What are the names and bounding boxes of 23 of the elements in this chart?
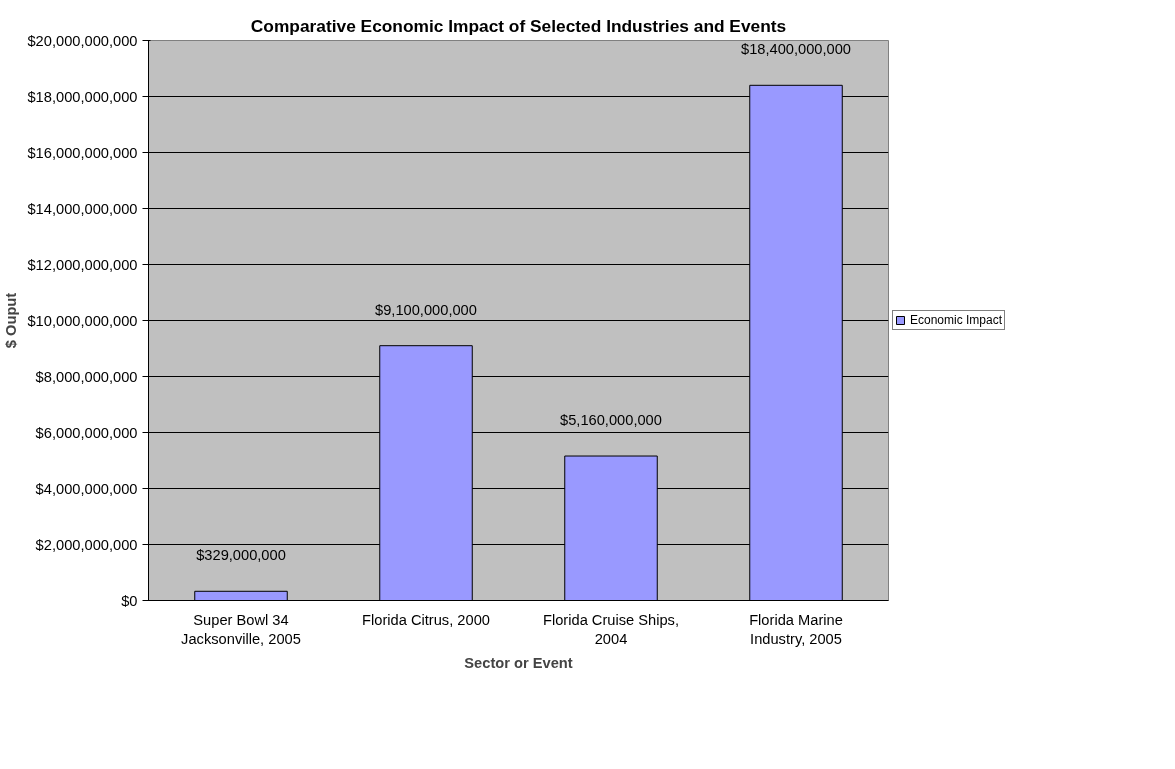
x-tick-label: Florida Citrus, 2000	[362, 611, 490, 628]
legend-label: Economic Impact	[910, 313, 1003, 327]
y-tick-label: $4,000,000,000	[35, 480, 138, 497]
chart-title: Comparative Economic Impact of Selected Industries and Events	[250, 15, 787, 36]
y-tick-label: $18,000,000,000	[27, 88, 138, 105]
y-tick-label: $14,000,000,000	[27, 200, 138, 217]
y-tick-label: $12,000,000,000	[27, 256, 138, 273]
y-tick-label: $2,000,000,000	[35, 536, 138, 553]
y-tick-label: $0	[121, 592, 138, 609]
x-axis-title: Sector or Event	[464, 654, 573, 671]
y-tick-label: $20,000,000,000	[27, 32, 138, 49]
x-tick-label: Florida Marine Industry, 2005	[749, 611, 843, 647]
y-tick-label: $6,000,000,000	[35, 424, 138, 441]
data-label: $329,000,000	[196, 547, 286, 564]
data-label: $9,100,000,000	[375, 301, 477, 318]
data-label: $5,160,000,000	[560, 412, 662, 429]
y-axis-title: $ Ouput	[3, 292, 20, 349]
data-label: $18,400,000,000	[740, 41, 852, 58]
x-tick-label: Florida Cruise Ships, 2004	[542, 611, 680, 647]
y-tick-label: $10,000,000,000	[27, 312, 138, 329]
x-tick-label: Super Bowl 34 Jacksonville, 2005	[181, 611, 301, 647]
y-tick-label: $8,000,000,000	[35, 368, 138, 385]
y-tick-label: $16,000,000,000	[27, 144, 138, 161]
